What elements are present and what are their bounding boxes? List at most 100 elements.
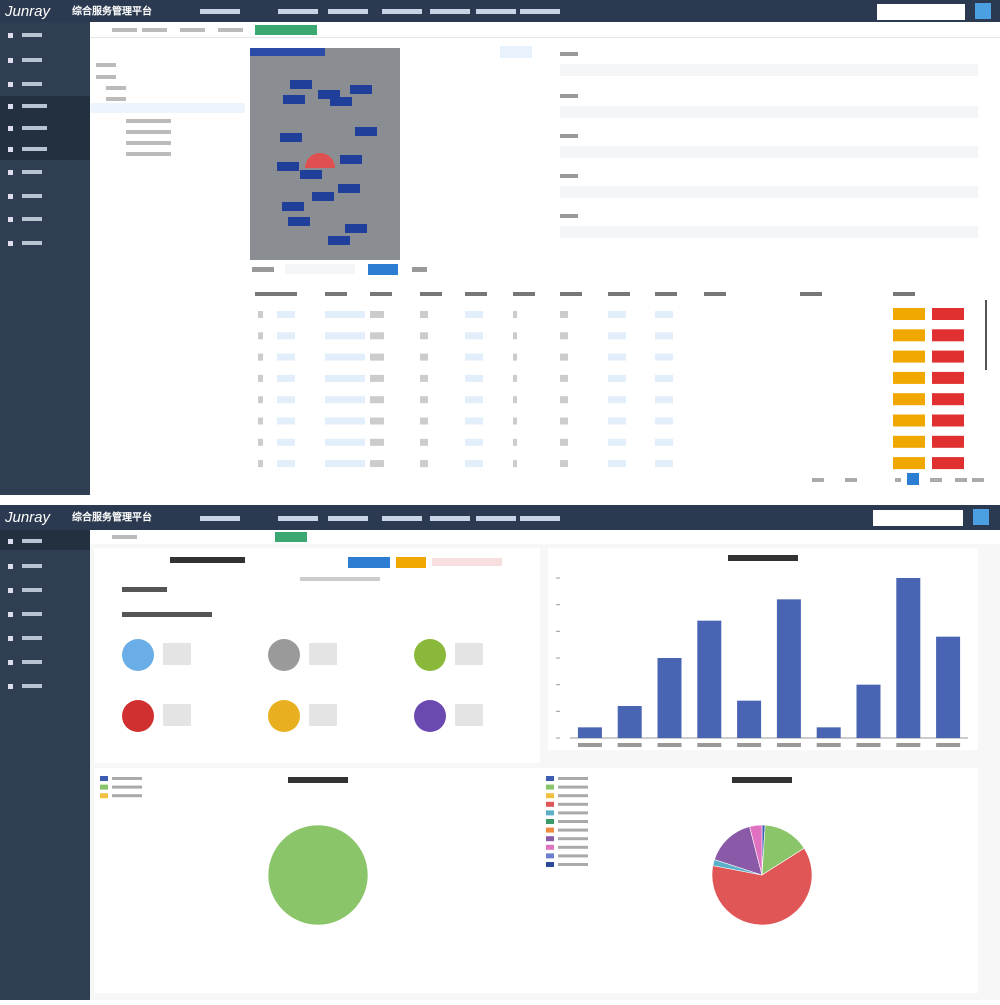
search-button[interactable]	[368, 264, 398, 275]
tab-active[interactable]	[255, 25, 317, 35]
legend-label	[558, 802, 588, 806]
edit-button[interactable]	[893, 329, 925, 342]
tree-node[interactable]	[106, 97, 126, 101]
nav-label[interactable]	[22, 104, 47, 108]
menu-item[interactable]	[200, 9, 240, 14]
edit-button[interactable]	[893, 350, 925, 363]
menu-item[interactable]	[520, 9, 560, 14]
tree-node[interactable]	[96, 63, 116, 67]
nav-label[interactable]	[22, 636, 42, 640]
tree-node[interactable]	[96, 75, 116, 79]
legend-swatch	[546, 810, 554, 816]
tree-node[interactable]	[126, 152, 171, 156]
cell	[277, 332, 295, 340]
delete-button[interactable]	[932, 329, 964, 342]
menu-item[interactable]	[476, 9, 516, 14]
cell	[513, 460, 517, 468]
pager[interactable]	[955, 478, 967, 482]
edit-button[interactable]	[893, 371, 925, 384]
edit-button[interactable]	[893, 457, 925, 470]
tree-node[interactable]	[106, 86, 126, 90]
menu-item[interactable]	[328, 9, 368, 14]
bar	[936, 636, 961, 738]
button[interactable]	[412, 267, 427, 272]
edit-button[interactable]	[893, 308, 925, 320]
nav-label[interactable]	[22, 170, 42, 174]
field-input[interactable]	[560, 226, 978, 238]
tree-node[interactable]	[126, 141, 171, 145]
pager[interactable]	[930, 478, 942, 482]
search-box[interactable]	[877, 4, 965, 20]
tab[interactable]	[112, 535, 137, 539]
delete-button[interactable]	[932, 350, 964, 363]
hidden	[300, 577, 380, 581]
field-input[interactable]	[560, 146, 978, 158]
delete-button[interactable]	[932, 414, 964, 427]
menu-item[interactable]	[278, 9, 318, 14]
field-input[interactable]	[560, 64, 978, 76]
edit-button[interactable]	[500, 46, 532, 58]
delete-button[interactable]	[932, 371, 964, 384]
tab[interactable]	[218, 28, 243, 32]
cell	[370, 332, 384, 340]
delete-button[interactable]	[932, 457, 964, 470]
nav-icon	[8, 126, 13, 131]
delete-button[interactable]	[932, 393, 964, 406]
nav-label[interactable]	[22, 126, 47, 130]
edit-button[interactable]	[893, 435, 925, 448]
edit-button[interactable]	[893, 414, 925, 427]
tab[interactable]	[180, 28, 205, 32]
edit-button[interactable]	[893, 393, 925, 406]
nav-label[interactable]	[22, 217, 42, 221]
tab-active[interactable]	[275, 532, 307, 542]
avatar[interactable]	[973, 509, 989, 525]
menu-item[interactable]	[430, 516, 470, 521]
menu-item[interactable]	[430, 9, 470, 14]
field-input[interactable]	[560, 186, 978, 198]
pager[interactable]	[972, 478, 984, 482]
nav-label[interactable]	[22, 33, 42, 37]
menu-item[interactable]	[328, 516, 368, 521]
avatar[interactable]	[975, 3, 991, 19]
input[interactable]	[285, 264, 355, 274]
nav-label[interactable]	[22, 58, 42, 62]
nav-icon	[8, 147, 13, 152]
delete-button[interactable]	[932, 435, 964, 448]
cell	[325, 460, 365, 468]
nav-label[interactable]	[22, 241, 42, 245]
menu-item[interactable]	[382, 9, 422, 14]
nav-label[interactable]	[22, 194, 42, 198]
tree-node[interactable]	[126, 130, 171, 134]
nav-label[interactable]	[22, 564, 42, 568]
field-input[interactable]	[560, 106, 978, 118]
page-current[interactable]	[907, 473, 919, 485]
pager[interactable]	[845, 478, 857, 482]
tree-node[interactable]	[126, 119, 171, 123]
menu-item[interactable]	[200, 516, 240, 521]
nav-label[interactable]	[22, 147, 47, 151]
legend-swatch	[546, 776, 554, 781]
image-tag	[318, 90, 340, 99]
button[interactable]	[396, 557, 426, 568]
nav-label[interactable]	[22, 660, 42, 664]
image-tag	[290, 80, 312, 89]
nav-label[interactable]	[22, 588, 42, 592]
tab[interactable]	[112, 28, 137, 32]
nav-label[interactable]	[22, 539, 42, 543]
nav-label[interactable]	[22, 82, 42, 86]
menu-item[interactable]	[278, 516, 318, 521]
delete-button[interactable]	[932, 308, 964, 320]
menu-item[interactable]	[520, 516, 560, 521]
pager[interactable]	[812, 478, 824, 482]
pager[interactable]	[895, 478, 901, 482]
legend-swatch	[100, 776, 108, 781]
menu-item[interactable]	[476, 516, 516, 521]
nav-label[interactable]	[22, 612, 42, 616]
nav-label[interactable]	[22, 684, 42, 688]
button[interactable]	[348, 557, 390, 568]
search-box[interactable]	[873, 510, 963, 526]
image-tag	[328, 236, 350, 245]
tab[interactable]	[142, 28, 167, 32]
menu-item[interactable]	[382, 516, 422, 521]
